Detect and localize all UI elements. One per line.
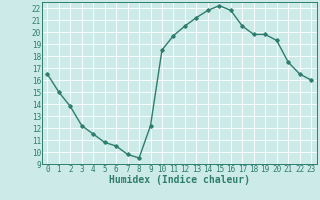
X-axis label: Humidex (Indice chaleur): Humidex (Indice chaleur) [109,175,250,185]
